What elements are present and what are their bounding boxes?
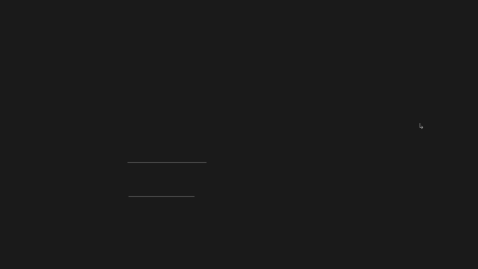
Text: y: y [48, 183, 54, 193]
Text: y: y [75, 63, 81, 73]
Text: Finding the slope and y-intercept of a line given its equation in the form Ax + : Finding the slope and y-intercept of a l… [0, 34, 478, 44]
Text: -intercept and the slope of the line.  Write your answers in simplest form.: -intercept and the slope of the line. Wr… [84, 63, 450, 73]
Text: −3x + 2y = −8: −3x + 2y = −8 [48, 109, 131, 119]
Text: Find the: Find the [38, 63, 81, 73]
Text: ↳: ↳ [417, 122, 424, 131]
Text: Slope m =: Slope m = [48, 150, 103, 160]
Text: -intercept =: -intercept = [56, 183, 120, 193]
